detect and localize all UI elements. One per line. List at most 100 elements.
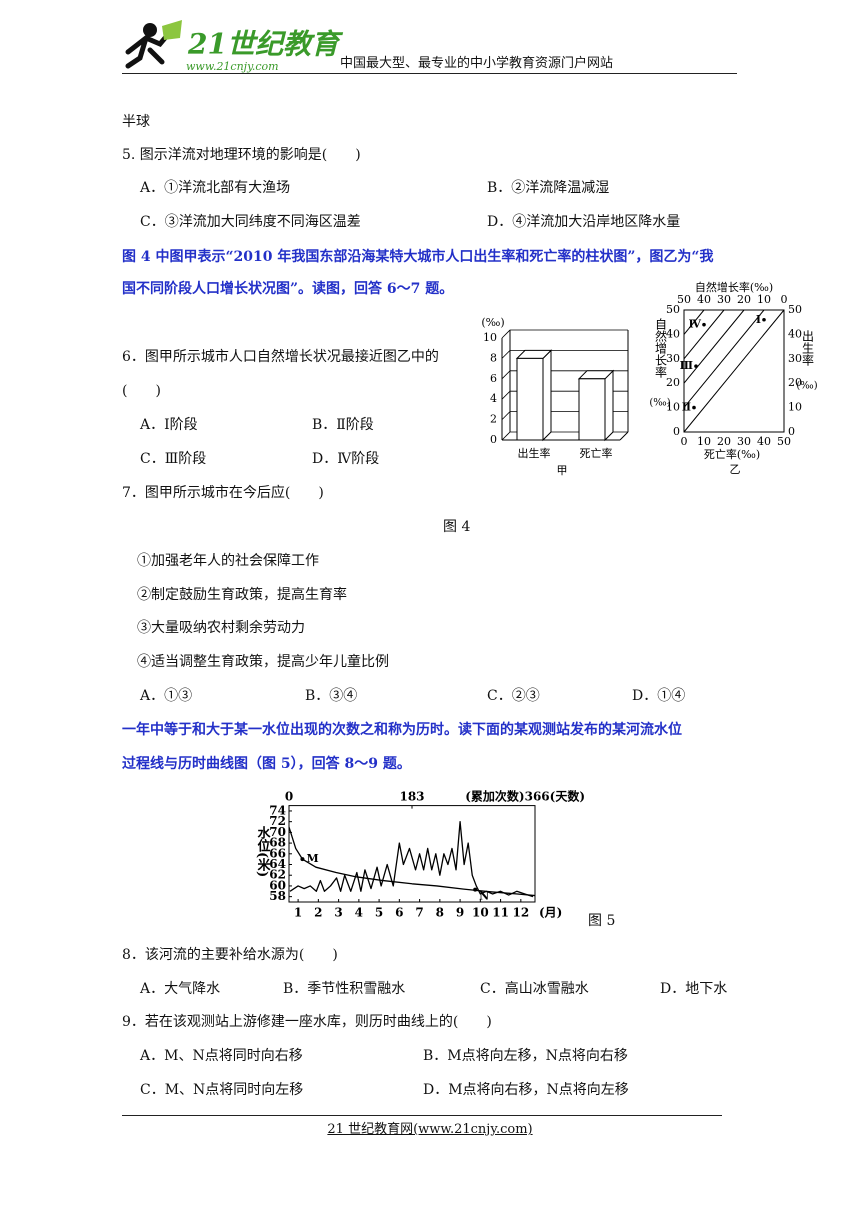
right-tick-label: 30: [788, 352, 802, 365]
question-stem: 9．若在该观测站上游修建一座水库，则历时曲线上的( ): [122, 1014, 492, 1030]
y-tick-label: 66: [269, 846, 286, 860]
stage-label: Ⅳ: [689, 318, 702, 331]
grid-line: [501, 329, 628, 339]
logo: 21世纪教育 www.21cnjy.com: [125, 20, 344, 73]
item: ③大量吸纳农村剩余劳动力: [137, 620, 305, 636]
y-tick-label: 74: [269, 803, 286, 817]
option: D．Ⅳ阶段: [312, 451, 380, 467]
option: A．①洋流北部有大渔场: [140, 180, 291, 196]
x-tick-label: 20: [717, 435, 731, 448]
option: B．Ⅱ阶段: [312, 417, 374, 433]
x-tick-label: 出生率: [518, 446, 551, 460]
stage-point: [762, 317, 766, 322]
x-tick-label: 50: [777, 435, 791, 448]
figure-caption: 图 5: [588, 913, 616, 929]
intro: 过程线与历时曲线图（图 5），回答 8～9 题。: [122, 756, 411, 772]
y-tick-label: 6: [490, 372, 497, 385]
right-axis-title: 出生率: [801, 330, 815, 366]
growth-line: [683, 309, 725, 360]
option: C．M、N点将同时向左移: [140, 1082, 304, 1098]
y-tick-label: 20: [666, 376, 680, 389]
option: B．M点将向左移，N点将向右移: [423, 1048, 628, 1064]
x-tick-label: 30: [737, 435, 751, 448]
frame: [288, 805, 536, 903]
question-stem: 7．图甲所示城市在今后应( ): [122, 485, 324, 501]
footer-rule: [122, 1115, 722, 1116]
stage-label: Ⅱ: [682, 401, 691, 414]
text-line: 半球: [122, 114, 150, 130]
question-stem: ( ): [122, 383, 161, 399]
logo-text: 21世纪教育: [187, 28, 344, 61]
x-tick-label: 11: [492, 906, 509, 920]
left-axis-title: 自然增长率: [654, 318, 668, 378]
item: ④适当调整生育政策，提高少年儿童比例: [137, 654, 389, 670]
growth-line: [683, 309, 785, 433]
option: A．大气降水: [140, 981, 221, 997]
growth-line: [683, 309, 745, 384]
y-tick-label: 64: [269, 857, 286, 871]
option: B．③④: [305, 688, 358, 704]
y-tick-label: 62: [269, 868, 286, 882]
option: D．M点将向右移，N点将向左移: [423, 1082, 629, 1098]
y-tick-label: 0: [490, 433, 497, 446]
right-tick-label: 10: [788, 401, 802, 414]
x-tick-label: 10: [472, 906, 489, 920]
intro: 国不同阶段人口增长状况图”。读图，回答 6～7 题。: [122, 281, 454, 297]
grid-line: [501, 349, 628, 359]
bar-side: [542, 349, 552, 442]
option: A．M、N点将同时向右移: [140, 1048, 303, 1064]
x-tick-label: 6: [395, 906, 403, 920]
figure-caption: 乙: [730, 463, 741, 476]
question-stem: 6．图甲所示城市人口自然增长状况最接近图乙中的: [122, 349, 439, 365]
x2-tick-label: 183: [399, 790, 424, 804]
y-tick-label: 8: [490, 351, 497, 364]
x-tick-label: 3: [334, 906, 342, 920]
right-tick-label: 0: [788, 425, 795, 438]
x-tick-label: 4: [355, 906, 363, 920]
option: C．高山冰雪融水: [480, 981, 589, 997]
stage-point: [702, 322, 706, 327]
top-tick-label: 50: [677, 293, 691, 306]
frame: [683, 309, 785, 433]
annotation-point: [473, 887, 478, 892]
top-tick-label: 40: [697, 293, 711, 306]
y-tick-label: 10: [666, 401, 680, 414]
series-line: [289, 821, 534, 898]
x-tick-label: 1: [294, 906, 302, 920]
y-tick-label: 50: [666, 303, 680, 316]
y-unit: (‰): [481, 316, 504, 329]
option: A．①③: [140, 688, 193, 704]
y-tick-label: 4: [490, 392, 497, 405]
slogan: 中国最大型、最专业的中小学教育资源门户网站: [340, 56, 614, 71]
growth-line: [683, 309, 765, 408]
x-tick-label: 40: [757, 435, 771, 448]
y-tick-label: 10: [483, 331, 497, 344]
y-tick-label: 68: [269, 836, 286, 850]
series-line: [288, 826, 536, 897]
question-stem: 5. 图示洋流对地理环境的影响是( ): [122, 147, 361, 163]
top-tick-label: 30: [717, 293, 731, 306]
y-tick-label: 60: [269, 878, 286, 892]
annotation-point: [300, 857, 305, 862]
y-tick-label: 58: [269, 889, 286, 903]
intro: 图 4 中图甲表示“2010 年我国东部沿海某特大城市人口出生率和死亡率的柱状图…: [122, 249, 714, 265]
x2-tick-label: (累加次数)366(天数): [465, 789, 585, 804]
x-tick-label: 9: [456, 906, 464, 920]
left-axis-unit: (‰): [649, 398, 670, 409]
option: C．③洋流加大同纬度不同海区温差: [140, 214, 361, 230]
option: D．④洋流加大沿岸地区降水量: [487, 214, 681, 230]
stage-point: [692, 405, 696, 410]
growth-line: [683, 309, 705, 335]
bar: [516, 357, 544, 441]
y-tick-label: 0: [673, 425, 680, 438]
x-tick-label: 12: [512, 906, 529, 920]
x-tick-label: 5: [375, 906, 383, 920]
option: D．①④: [632, 688, 686, 704]
logo-url: www.21cnjy.com: [186, 60, 279, 73]
header-rule: [122, 73, 737, 74]
x2-tick-label: 0: [285, 790, 293, 804]
stage-label: Ⅲ: [680, 359, 693, 372]
annotation-label: N: [479, 890, 489, 903]
